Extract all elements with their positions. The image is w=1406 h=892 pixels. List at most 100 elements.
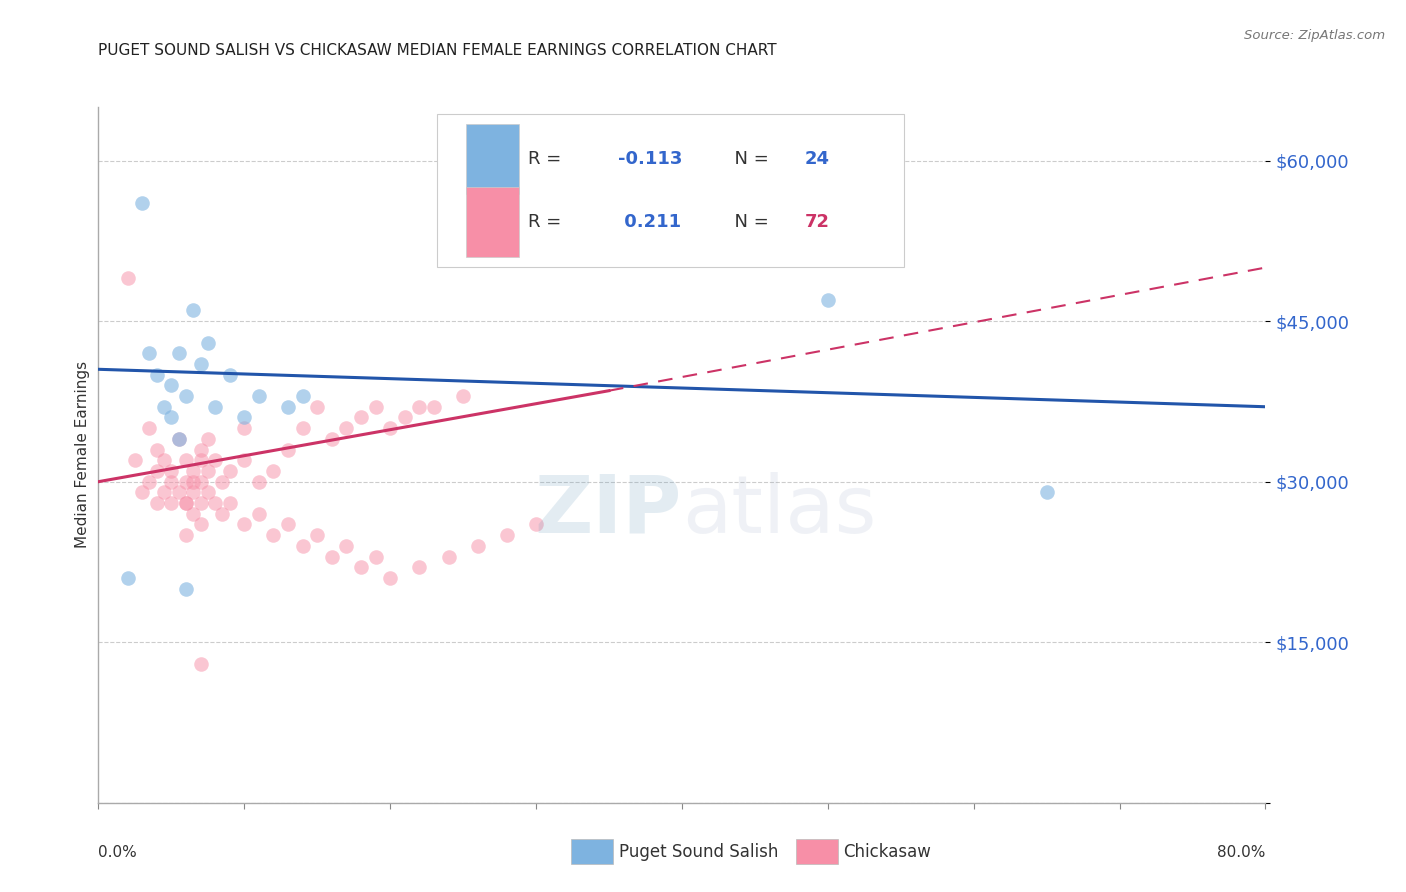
Point: [350, 560, 373, 574]
Point: [174, 453, 197, 467]
Y-axis label: Median Female Earnings: Median Female Earnings: [75, 361, 90, 549]
Point: [1035, 485, 1057, 500]
Point: [350, 410, 373, 425]
Point: [174, 528, 197, 542]
Point: [247, 389, 270, 403]
Text: 0.0%: 0.0%: [98, 845, 138, 860]
FancyBboxPatch shape: [437, 114, 904, 267]
Point: [321, 549, 343, 564]
Point: [160, 378, 183, 392]
Point: [218, 496, 240, 510]
Point: [181, 485, 204, 500]
Point: [167, 432, 190, 446]
Point: [495, 528, 517, 542]
Text: atlas: atlas: [682, 472, 876, 549]
Point: [524, 517, 547, 532]
Point: [233, 517, 256, 532]
Point: [291, 421, 314, 435]
Point: [181, 507, 204, 521]
Point: [291, 539, 314, 553]
Point: [197, 432, 219, 446]
Text: 0.211: 0.211: [617, 213, 681, 231]
Point: [167, 432, 190, 446]
Point: [247, 507, 270, 521]
Point: [211, 507, 233, 521]
Text: 24: 24: [804, 150, 830, 169]
FancyBboxPatch shape: [465, 187, 519, 257]
Point: [211, 475, 233, 489]
Point: [190, 357, 212, 371]
Point: [197, 335, 219, 350]
Point: [153, 453, 176, 467]
Point: [174, 582, 197, 596]
Point: [124, 453, 146, 467]
Point: [153, 400, 176, 414]
Point: [467, 539, 489, 553]
Point: [167, 485, 190, 500]
Point: [190, 517, 212, 532]
Point: [451, 389, 474, 403]
Point: [181, 475, 204, 489]
Point: [146, 464, 169, 478]
Point: [218, 368, 240, 382]
Point: [190, 657, 212, 671]
Text: Puget Sound Salish: Puget Sound Salish: [619, 843, 778, 861]
Text: ZIP: ZIP: [534, 472, 682, 549]
Point: [174, 496, 197, 510]
Point: [364, 549, 387, 564]
Point: [321, 432, 343, 446]
Point: [131, 196, 153, 211]
Point: [307, 400, 329, 414]
Point: [190, 496, 212, 510]
Point: [190, 453, 212, 467]
Text: Source: ZipAtlas.com: Source: ZipAtlas.com: [1244, 29, 1385, 42]
Point: [146, 496, 169, 510]
Point: [160, 496, 183, 510]
Point: [233, 410, 256, 425]
Text: N =: N =: [723, 150, 775, 169]
Point: [262, 528, 284, 542]
Point: [138, 421, 160, 435]
Point: [160, 410, 183, 425]
Point: [174, 496, 197, 510]
Point: [160, 464, 183, 478]
Point: [291, 389, 314, 403]
Point: [160, 475, 183, 489]
Point: [204, 453, 226, 467]
Point: [174, 475, 197, 489]
Text: Chickasaw: Chickasaw: [844, 843, 932, 861]
Point: [197, 485, 219, 500]
Point: [131, 485, 153, 500]
Point: [197, 464, 219, 478]
Point: [364, 400, 387, 414]
Point: [174, 389, 197, 403]
Text: PUGET SOUND SALISH VS CHICKASAW MEDIAN FEMALE EARNINGS CORRELATION CHART: PUGET SOUND SALISH VS CHICKASAW MEDIAN F…: [98, 43, 778, 58]
Text: 72: 72: [804, 213, 830, 231]
Point: [378, 421, 402, 435]
Point: [277, 517, 299, 532]
Point: [146, 368, 169, 382]
Point: [146, 442, 169, 457]
Point: [378, 571, 402, 585]
Point: [335, 539, 357, 553]
Point: [233, 421, 256, 435]
Point: [117, 271, 139, 285]
Point: [181, 464, 204, 478]
Point: [408, 400, 430, 414]
Point: [335, 421, 357, 435]
Point: [204, 400, 226, 414]
FancyBboxPatch shape: [465, 125, 519, 194]
Point: [307, 528, 329, 542]
Point: [423, 400, 446, 414]
Point: [190, 475, 212, 489]
Text: 80.0%: 80.0%: [1218, 845, 1265, 860]
Point: [117, 571, 139, 585]
Text: -0.113: -0.113: [617, 150, 682, 169]
Point: [138, 346, 160, 360]
Point: [817, 293, 839, 307]
Point: [190, 442, 212, 457]
Point: [277, 442, 299, 457]
Text: R =: R =: [527, 150, 567, 169]
Point: [167, 346, 190, 360]
Point: [204, 496, 226, 510]
